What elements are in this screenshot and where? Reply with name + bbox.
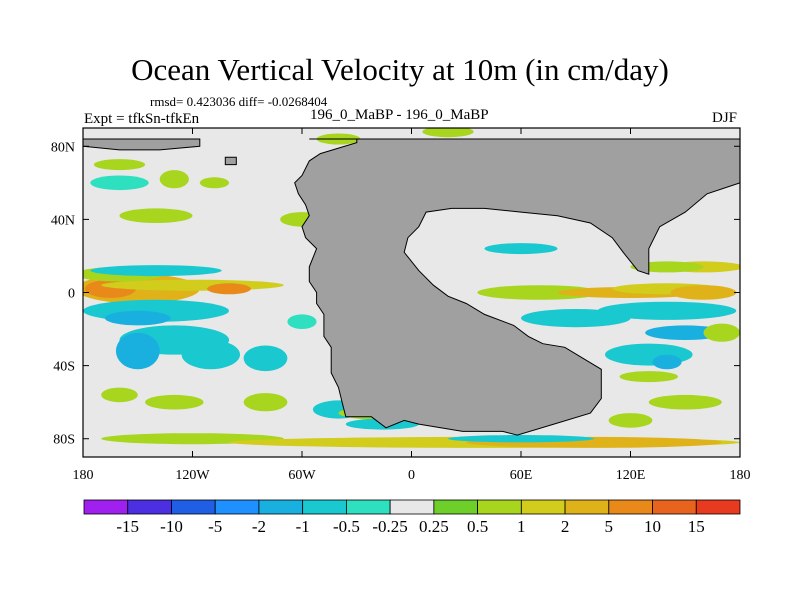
anomaly-patch-12 xyxy=(287,314,317,330)
y-tick-label-4: 80S xyxy=(53,433,75,448)
colorbar-swatch-0 xyxy=(83,499,129,515)
anomaly-patch-7 xyxy=(104,310,171,326)
map-layer xyxy=(83,128,740,457)
colorbar-swatch-10 xyxy=(520,499,566,515)
colorbar-swatch-9 xyxy=(477,499,522,515)
colorbar-swatch-4 xyxy=(258,499,304,515)
anomaly-patch-34 xyxy=(670,285,737,300)
colorbar-label-9: 1 xyxy=(517,517,526,536)
colorbar-swatch-8 xyxy=(433,499,478,515)
colorbar-label-3: -2 xyxy=(252,517,266,536)
colorbar-label-0: -15 xyxy=(116,517,139,536)
anomaly-patch-40 xyxy=(652,354,682,370)
anomaly-patch-43 xyxy=(608,413,653,428)
colorbar-swatch-6 xyxy=(345,499,391,515)
colorbar-swatch-3 xyxy=(214,499,260,515)
anomaly-patch-21 xyxy=(93,159,146,171)
anomaly-patch-13 xyxy=(101,387,138,403)
season-label: DJF xyxy=(712,110,738,126)
colorbar-swatch-14 xyxy=(695,499,741,515)
anomaly-patch-19 xyxy=(159,170,189,189)
anomaly-patch-42 xyxy=(648,394,722,410)
x-tick-label-1: 120W xyxy=(175,468,210,483)
anomaly-patch-10 xyxy=(181,340,240,370)
anomaly-patch-44 xyxy=(484,243,558,255)
anomaly-patch-17 xyxy=(90,175,149,191)
colorbar-label-8: 0.5 xyxy=(467,517,488,536)
colorbar-swatch-5 xyxy=(302,499,347,515)
anomaly-patch-9 xyxy=(115,332,160,370)
anomaly-patch-36 xyxy=(597,301,737,320)
colorbar-label-13: 15 xyxy=(688,517,705,536)
y-tick-label-3: 40S xyxy=(53,360,75,375)
run-label: 196_0_MaBP - 196_0_MaBP xyxy=(310,107,489,123)
anomaly-patch-5 xyxy=(90,265,222,277)
y-tick-label-1: 40N xyxy=(51,213,75,228)
colorbar: -15 -10 -5 -2 -1 -0.5 -0.25 0.25 0.5 1 2 5 10 15 xyxy=(83,499,741,536)
colorbar-label-12: 10 xyxy=(644,517,661,536)
anomaly-patch-20 xyxy=(199,177,229,189)
x-tick-label-5: 120E xyxy=(616,468,646,483)
anomaly-patch-29 xyxy=(477,285,602,300)
x-tick-label-4: 60E xyxy=(510,468,533,483)
colorbar-label-2: -5 xyxy=(208,517,222,536)
colorbar-label-1: -10 xyxy=(160,517,183,536)
anomaly-patch-11 xyxy=(243,345,288,372)
anomaly-patch-3 xyxy=(207,283,251,295)
colorbar-label-10: 2 xyxy=(561,517,570,536)
colorbar-swatch-1 xyxy=(127,499,172,515)
x-tick-label-6: 180 xyxy=(730,468,751,483)
colorbar-label-6: -0.25 xyxy=(372,517,407,536)
x-tick-label-3: 0 xyxy=(408,468,415,483)
anomaly-patch-41 xyxy=(619,371,678,383)
y-tick-label-0: 80N xyxy=(51,140,75,155)
x-tick-label-2: 60W xyxy=(288,468,316,483)
anomaly-patch-28 xyxy=(448,435,594,443)
anomaly-patch-18 xyxy=(119,208,193,223)
colorbar-label-11: 5 xyxy=(605,517,614,536)
x-axis: 180 120W 60W 0 60E 120E 180 xyxy=(73,128,751,483)
chart-title: Ocean Vertical Velocity at 10m (in cm/da… xyxy=(131,52,669,87)
anomaly-patch-2 xyxy=(101,279,284,291)
land-arctic-strip-west xyxy=(83,138,201,151)
x-tick-label-0: 180 xyxy=(73,468,94,483)
land-supercontinent-west xyxy=(294,138,740,436)
colorbar-swatch-12 xyxy=(608,499,653,515)
colorbar-label-5: -0.5 xyxy=(333,517,360,536)
anomaly-patch-15 xyxy=(243,393,288,412)
land-island-north-pacific xyxy=(224,156,237,166)
colorbar-label-4: -1 xyxy=(296,517,310,536)
colorbar-label-7: 0.25 xyxy=(419,517,449,536)
anomaly-patch-14 xyxy=(145,394,204,410)
colorbar-swatch-7 xyxy=(389,499,435,515)
anomaly-patch-46 xyxy=(422,128,474,138)
colorbar-swatch-11 xyxy=(564,499,610,515)
experiment-label: Expt = tfkSn-tfkEn xyxy=(84,111,200,127)
y-axis: 80N 40N 0 40S 80S xyxy=(51,140,740,448)
colorbar-swatch-13 xyxy=(652,499,697,515)
colorbar-swatch-2 xyxy=(171,499,216,515)
anomaly-patch-38 xyxy=(703,323,740,342)
y-tick-label-2: 0 xyxy=(68,287,75,302)
stats-label: rmsd= 0.423036 diff= -0.0268404 xyxy=(150,94,328,109)
